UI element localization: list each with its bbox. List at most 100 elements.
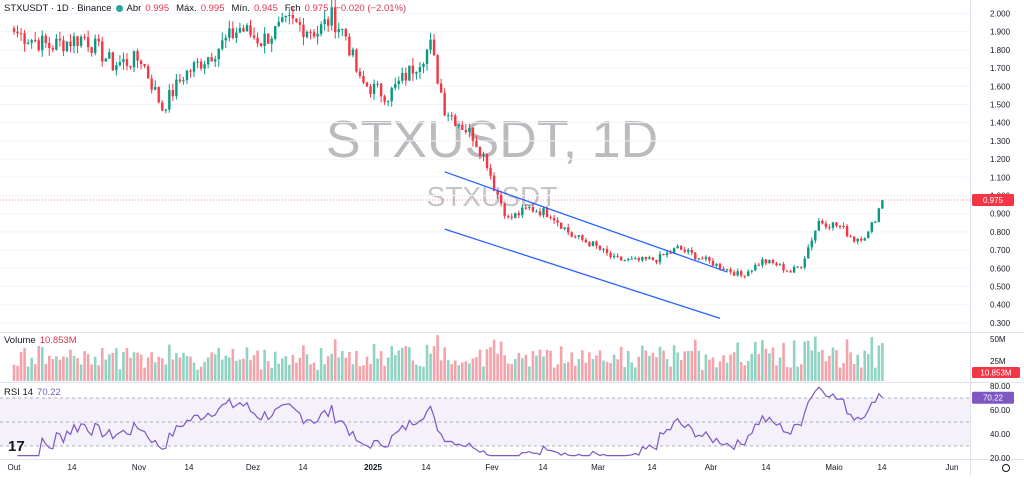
candle-body	[602, 248, 605, 250]
candle-body	[881, 200, 884, 209]
rsi-tick-label: 60.00	[990, 406, 1011, 415]
price-tick-label: 1.900	[990, 28, 1011, 37]
volume-bar	[337, 357, 341, 381]
volume-bar	[72, 355, 76, 381]
symbol-title[interactable]: STXUSDT · 1D · Binance	[4, 3, 112, 14]
volume-bar	[877, 345, 881, 381]
volume-bar	[160, 358, 164, 381]
volume-bar	[729, 354, 732, 381]
volume-legend: Volume 10.853M	[4, 335, 77, 346]
volume-bar	[552, 367, 556, 381]
candle-body	[372, 83, 376, 94]
candle-body	[305, 31, 309, 38]
volume-bar	[531, 350, 535, 381]
rsi-legend: RSI 14 70.22	[4, 387, 61, 398]
candle-body	[799, 266, 803, 268]
volume-bar	[718, 361, 722, 381]
volume-bar	[326, 356, 330, 381]
candle-body	[648, 257, 651, 260]
volume-bar	[471, 358, 475, 381]
candle-body	[835, 222, 838, 226]
volume-bar	[475, 357, 478, 381]
ohlc-close-value: 0.975	[304, 3, 329, 14]
volume-bar	[662, 350, 665, 381]
volume-bar	[33, 364, 37, 381]
price-tick-label: 0.800	[990, 228, 1011, 237]
candle-body	[634, 258, 637, 260]
candle-body	[44, 35, 47, 43]
volume-bar	[754, 341, 757, 381]
candle-body	[401, 72, 404, 81]
candle-body	[83, 36, 86, 38]
volume-bar	[563, 363, 566, 381]
rsi-badge: 70.22	[983, 394, 1004, 403]
candle-body	[750, 270, 753, 272]
volume-bar	[764, 348, 768, 381]
volume-bar	[362, 365, 365, 381]
time-tick-label: 14	[539, 463, 548, 472]
volume-bar	[559, 346, 563, 381]
volume-bar	[736, 342, 739, 381]
volume-bar	[69, 349, 72, 381]
volume-bar	[111, 352, 115, 381]
candle-body	[189, 70, 192, 72]
volume-bar	[524, 354, 528, 381]
tradingview-logo-icon[interactable]: 17	[8, 438, 25, 455]
rsi-label[interactable]: RSI 14	[4, 387, 34, 398]
volume-bar	[845, 339, 849, 381]
volume-bar	[725, 362, 729, 381]
candle-body	[291, 14, 295, 19]
candle-body	[334, 7, 337, 33]
chart-legend: STXUSDT · 1D · Binance Abr 0.995 Máx. 0.99…	[4, 3, 409, 14]
volume-bar	[291, 354, 295, 381]
candle-body	[655, 259, 658, 263]
volume-label[interactable]: Volume	[4, 335, 36, 346]
rsi-value: 70.22	[37, 387, 61, 398]
candle-body	[344, 28, 348, 37]
candle-body	[849, 236, 852, 238]
volume-bar	[743, 365, 747, 381]
candle-body	[556, 220, 559, 223]
time-tick-label: 14	[878, 463, 887, 472]
candle-body	[55, 38, 58, 50]
volume-bar	[365, 356, 369, 381]
candle-body	[288, 14, 291, 16]
volume-bar	[782, 342, 785, 381]
candle-body	[863, 238, 866, 241]
ohlc-open-key: Abr	[126, 3, 142, 14]
candle-body	[23, 33, 26, 44]
candle-body	[365, 82, 369, 87]
candle-body	[824, 223, 828, 228]
candle-body	[86, 37, 90, 48]
candle-body	[362, 76, 365, 83]
volume-bar	[65, 357, 69, 381]
candle-body	[415, 71, 418, 74]
volume-bar	[711, 357, 715, 381]
candle-body	[12, 28, 16, 32]
candle-body	[757, 264, 761, 266]
volume-bar	[422, 366, 425, 381]
volume-bar	[605, 361, 609, 381]
candle-body	[842, 225, 845, 227]
candle-body	[411, 65, 415, 74]
candle-body	[679, 246, 683, 250]
candle-body	[662, 253, 665, 256]
price-tick-label: 1.600	[990, 82, 1011, 91]
volume-bar	[242, 358, 245, 381]
settings-icon[interactable]	[1002, 464, 1010, 472]
volume-bar	[521, 358, 524, 381]
volume-bar	[79, 364, 83, 381]
volume-bar	[48, 355, 51, 381]
candle-body	[245, 25, 249, 32]
volume-bar	[446, 360, 450, 381]
volume-bar	[139, 354, 143, 381]
volume-bar	[457, 365, 461, 381]
price-tick-label: 1.500	[990, 100, 1011, 109]
volume-bar	[146, 357, 150, 381]
volume-bar	[280, 358, 284, 381]
volume-bar	[584, 362, 588, 381]
volume-bar	[513, 359, 517, 381]
volume-bar	[118, 369, 122, 381]
